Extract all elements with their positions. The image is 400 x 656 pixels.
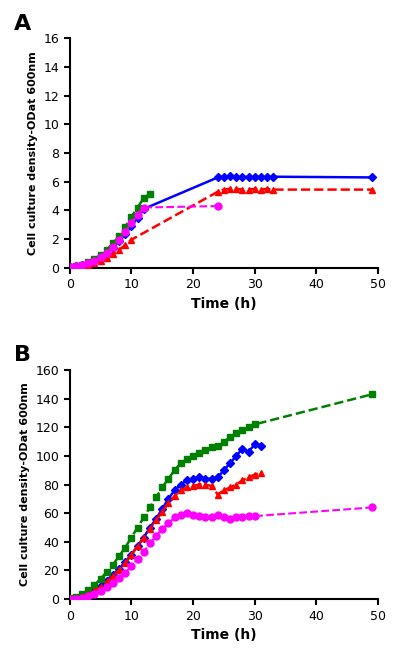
X-axis label: Time (h): Time (h) — [191, 297, 257, 311]
X-axis label: Time (h): Time (h) — [191, 628, 257, 642]
Y-axis label: Cell culture density-ODat 600nm: Cell culture density-ODat 600nm — [28, 51, 38, 255]
Y-axis label: Cell culture density-ODat 600nm: Cell culture density-ODat 600nm — [20, 382, 30, 586]
Text: B: B — [14, 345, 31, 365]
Text: A: A — [14, 14, 32, 34]
